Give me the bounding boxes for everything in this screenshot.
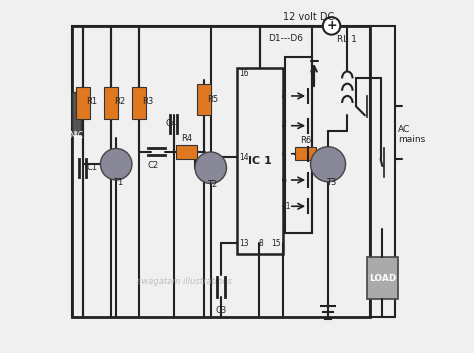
Text: 8: 8 bbox=[259, 239, 264, 247]
Text: 7: 7 bbox=[281, 121, 286, 130]
Text: RL 1: RL 1 bbox=[337, 35, 357, 44]
Text: R2: R2 bbox=[114, 97, 126, 106]
Text: AC
mains: AC mains bbox=[398, 125, 425, 144]
Text: R6: R6 bbox=[300, 136, 311, 145]
Circle shape bbox=[310, 147, 346, 182]
Bar bbox=[104, 87, 118, 119]
Bar bbox=[76, 87, 90, 119]
Text: 6: 6 bbox=[281, 175, 286, 185]
Text: +: + bbox=[326, 19, 337, 32]
Text: 16: 16 bbox=[239, 69, 248, 78]
Text: C4: C4 bbox=[165, 119, 176, 128]
Text: MIC: MIC bbox=[70, 131, 83, 140]
Text: C1: C1 bbox=[86, 163, 98, 172]
Bar bbox=[176, 145, 197, 158]
Circle shape bbox=[100, 149, 132, 180]
Text: LOAD: LOAD bbox=[369, 274, 396, 282]
Text: 2: 2 bbox=[281, 91, 286, 101]
Text: 15: 15 bbox=[271, 239, 281, 247]
Text: T3: T3 bbox=[327, 178, 337, 187]
Text: IC 1: IC 1 bbox=[248, 156, 272, 166]
Bar bbox=[197, 84, 211, 115]
FancyBboxPatch shape bbox=[366, 257, 398, 299]
Text: R3: R3 bbox=[143, 97, 154, 106]
Text: 11: 11 bbox=[281, 202, 291, 211]
Text: C3: C3 bbox=[216, 306, 227, 315]
Text: R1: R1 bbox=[86, 97, 98, 106]
Text: T1: T1 bbox=[113, 178, 123, 187]
Text: R4: R4 bbox=[181, 134, 192, 143]
Text: D1---D6: D1---D6 bbox=[269, 34, 303, 43]
Bar bbox=[295, 147, 316, 160]
Text: 13: 13 bbox=[239, 239, 248, 247]
FancyBboxPatch shape bbox=[285, 58, 311, 233]
FancyBboxPatch shape bbox=[237, 68, 283, 253]
Circle shape bbox=[323, 17, 340, 35]
Text: R5: R5 bbox=[207, 95, 219, 104]
Circle shape bbox=[195, 152, 227, 184]
Text: 14: 14 bbox=[239, 153, 248, 162]
Text: 12 volt DC: 12 volt DC bbox=[283, 12, 334, 22]
Text: C2: C2 bbox=[147, 161, 158, 170]
Text: T2: T2 bbox=[207, 180, 218, 189]
Bar bbox=[132, 87, 146, 119]
Text: swagatam illustrations: swagatam illustrations bbox=[137, 277, 232, 286]
FancyBboxPatch shape bbox=[73, 26, 370, 317]
FancyBboxPatch shape bbox=[73, 92, 81, 134]
Text: 1: 1 bbox=[281, 149, 286, 158]
